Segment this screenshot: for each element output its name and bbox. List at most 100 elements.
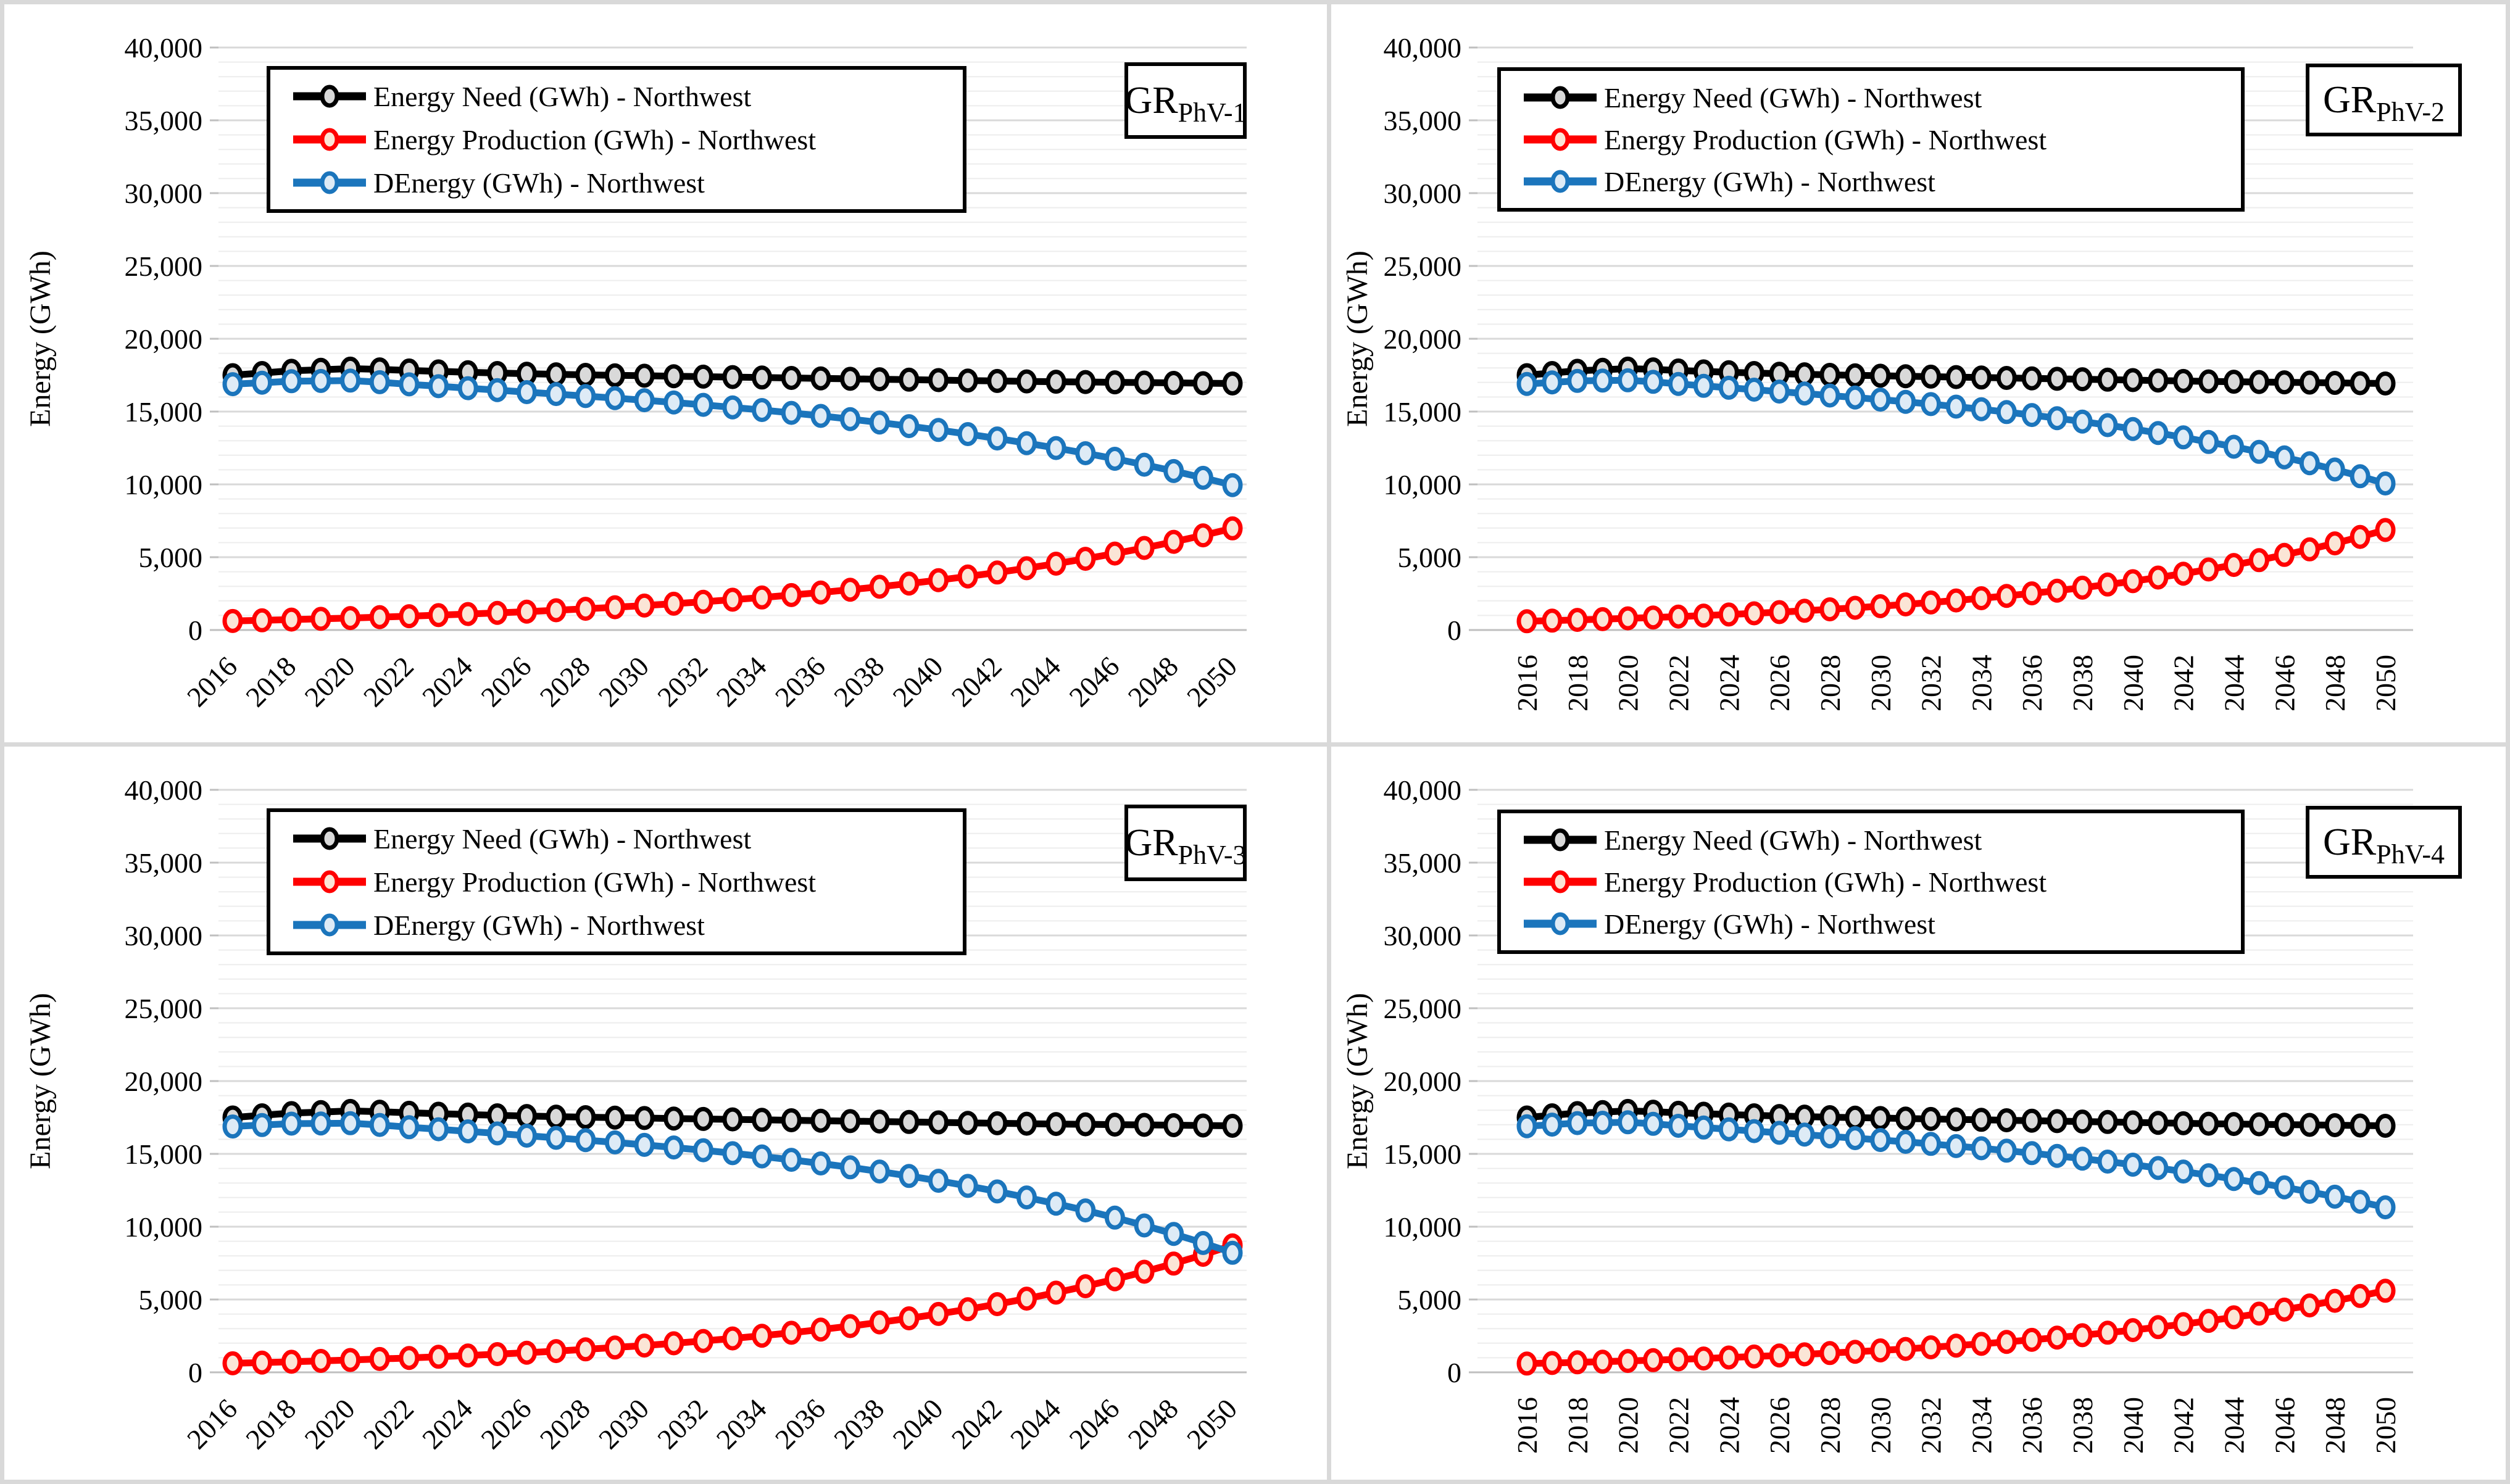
data-point-marker	[1819, 383, 1840, 408]
data-point-marker	[2324, 531, 2345, 556]
data-point-marker	[457, 602, 478, 626]
x-tick-label: 2042	[945, 1393, 1008, 1455]
x-tick-label: 2048	[1122, 1393, 1184, 1455]
y-tick-label: 30,000	[1384, 920, 1462, 951]
data-point-marker	[1075, 1198, 1096, 1223]
data-point-marker	[692, 1106, 713, 1131]
data-point-marker	[1163, 1251, 1184, 1276]
x-tick-label: 2042	[2168, 1397, 2200, 1454]
series-denergy	[222, 1111, 1243, 1265]
data-point-marker	[1769, 1121, 1790, 1145]
x-tick-label: 2040	[886, 650, 949, 713]
data-point-marker	[2072, 575, 2093, 600]
data-point-marker	[399, 1346, 420, 1370]
data-point-marker	[310, 1111, 331, 1136]
panel-label-box: GRPhV-4	[2306, 806, 2462, 879]
x-tick-label: 2028	[1814, 1397, 1846, 1454]
panel-label: GRPhV-3	[1125, 822, 1247, 870]
data-point-marker	[2072, 367, 2093, 392]
data-point-marker	[957, 368, 978, 393]
data-point-marker	[928, 568, 949, 592]
x-tick-label: 2032	[651, 650, 713, 713]
data-point-marker	[2198, 429, 2219, 454]
data-point-marker	[2324, 1113, 2345, 1137]
data-point-marker	[2122, 1153, 2143, 1177]
y-tick-label: 0	[188, 615, 202, 646]
data-point-marker	[810, 366, 831, 391]
data-point-marker	[1743, 378, 1764, 402]
legend-marker-icon	[1550, 870, 1570, 893]
data-point-marker	[2148, 565, 2169, 590]
x-tick-label: 2036	[2016, 655, 2048, 711]
data-point-marker	[1192, 1230, 1213, 1255]
data-point-marker	[2224, 1167, 2244, 1192]
data-point-marker	[340, 606, 361, 631]
data-point-marker	[310, 1349, 331, 1373]
data-point-marker	[2047, 1109, 2067, 1134]
data-point-marker	[1921, 364, 1942, 389]
legend-label: Energy Production (GWh) - Northwest	[1604, 124, 2047, 155]
data-point-marker	[1845, 1126, 1866, 1150]
data-point-marker	[781, 400, 802, 425]
data-point-marker	[899, 1164, 920, 1188]
data-point-marker	[1104, 1267, 1125, 1291]
x-tick-label: 2046	[2269, 655, 2300, 711]
data-point-marker	[781, 366, 802, 390]
legend-marker-icon	[320, 913, 339, 937]
data-point-marker	[2224, 434, 2244, 459]
data-point-marker	[1104, 541, 1125, 566]
y-tick-label: 20,000	[125, 323, 203, 355]
data-point-marker	[1542, 370, 1563, 395]
x-tick-label: 2016	[181, 650, 243, 713]
x-tick-label: 2020	[1613, 1397, 1644, 1454]
data-point-marker	[487, 600, 508, 625]
data-point-marker	[575, 1105, 596, 1129]
data-point-marker	[899, 1306, 920, 1330]
data-point-marker	[987, 426, 1008, 451]
data-point-marker	[2047, 406, 2067, 431]
data-point-marker	[722, 1107, 743, 1132]
data-point-marker	[1618, 368, 1639, 392]
data-point-marker	[752, 398, 773, 422]
x-tick-label: 2034	[1966, 1397, 1997, 1454]
data-point-marker	[2122, 417, 2143, 441]
y-tick-label: 35,000	[1384, 105, 1462, 136]
data-point-marker	[1971, 586, 1992, 610]
y-tick-label: 5,000	[1398, 1284, 1462, 1316]
data-point-marker	[1921, 1106, 1942, 1131]
data-point-marker	[222, 608, 243, 633]
x-tick-label: 2044	[2219, 1397, 2250, 1454]
data-point-marker	[340, 1111, 361, 1135]
data-point-marker	[2072, 409, 2093, 434]
data-point-marker	[1743, 601, 1764, 626]
data-point-marker	[1045, 1280, 1066, 1305]
data-point-marker	[1996, 366, 2017, 390]
data-point-marker	[1134, 536, 1155, 560]
data-point-marker	[1845, 363, 1866, 388]
data-point-marker	[1693, 373, 1714, 398]
data-point-marker	[604, 363, 625, 388]
data-point-marker	[1567, 368, 1588, 393]
data-point-marker	[1104, 447, 1125, 471]
legend: Energy Need (GWh) - Northwest Energy Prod…	[1497, 810, 2245, 954]
data-point-marker	[2173, 1111, 2194, 1135]
data-point-marker	[1921, 1335, 1942, 1359]
data-point-marker	[1819, 1124, 1840, 1149]
data-point-marker	[1016, 1185, 1037, 1210]
x-tick-label: 2030	[592, 650, 655, 713]
data-point-marker	[2375, 471, 2396, 495]
data-point-marker	[1516, 609, 1537, 634]
y-tick-label: 0	[1447, 615, 1461, 646]
data-point-marker	[1618, 1110, 1639, 1135]
data-point-marker	[663, 1135, 684, 1160]
data-point-marker	[575, 1128, 596, 1153]
y-axis-title: Energy (GWh)	[24, 251, 57, 427]
data-point-marker	[2148, 368, 2169, 393]
x-tick-label: 2026	[1764, 655, 1795, 711]
y-axis-title: Energy (GWh)	[1341, 251, 1374, 427]
data-point-marker	[1769, 600, 1790, 624]
data-point-marker	[428, 603, 449, 628]
data-point-marker	[2097, 1109, 2118, 1134]
y-tick-label: 25,000	[1384, 251, 1462, 282]
data-point-marker	[1693, 1115, 1714, 1140]
